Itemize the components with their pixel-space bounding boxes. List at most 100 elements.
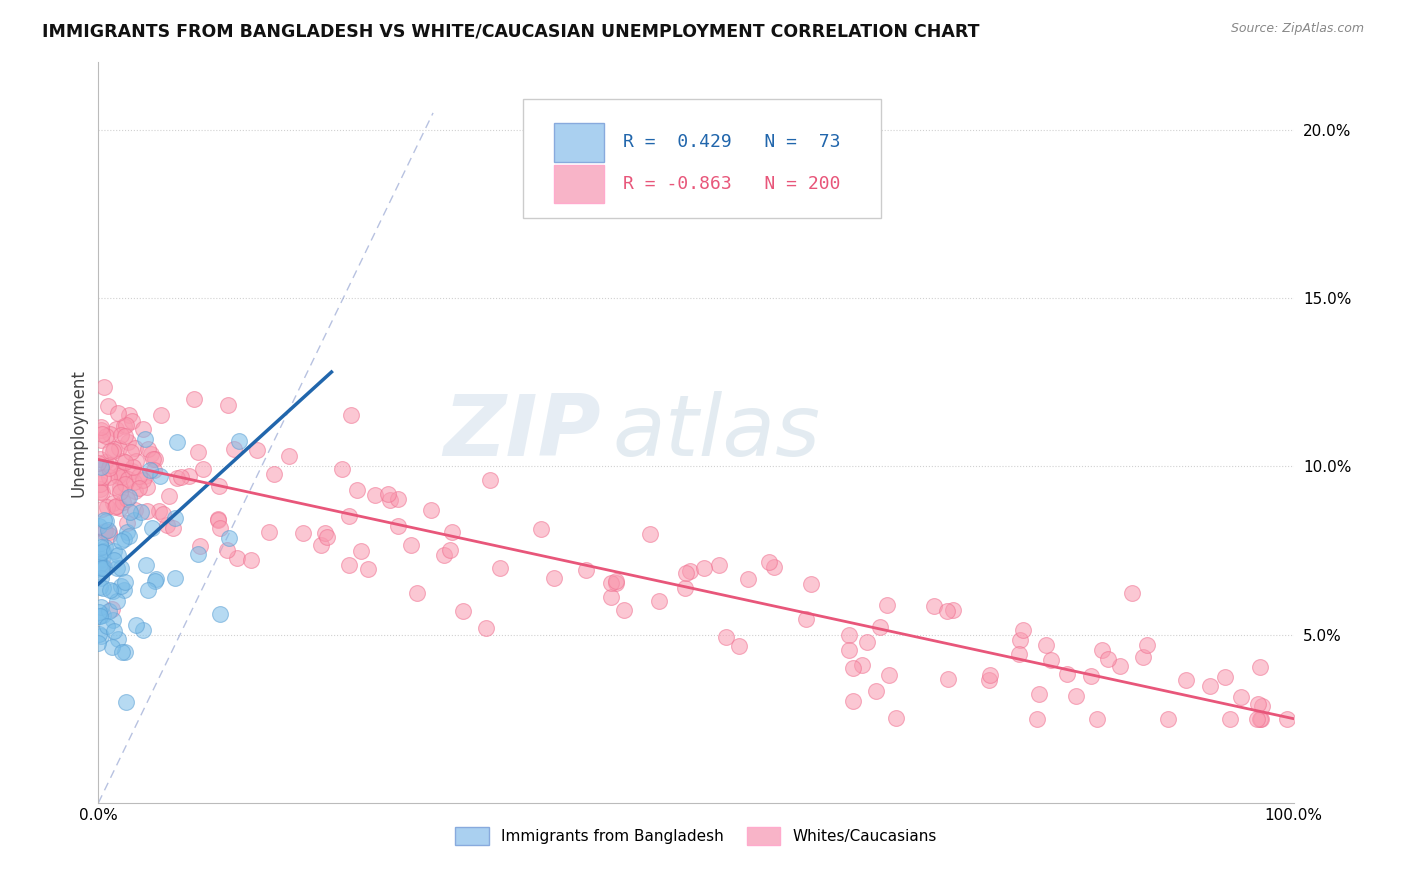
Point xyxy=(543,571,565,585)
Point xyxy=(112,582,135,597)
Point xyxy=(1025,712,1047,726)
Point xyxy=(1064,690,1087,704)
Point xyxy=(1213,670,1236,684)
Point xyxy=(87,519,110,533)
Point xyxy=(439,543,461,558)
Point xyxy=(104,499,127,513)
Point xyxy=(837,628,859,642)
Point xyxy=(170,469,193,483)
Point xyxy=(89,536,111,550)
Point xyxy=(440,525,463,540)
Point xyxy=(1251,698,1274,713)
Point xyxy=(112,495,135,509)
Point xyxy=(96,500,118,514)
Point xyxy=(1157,712,1180,726)
Point xyxy=(314,526,336,541)
Point xyxy=(149,469,172,483)
Point xyxy=(107,407,129,421)
Point xyxy=(207,513,229,527)
Point xyxy=(90,563,112,577)
Point xyxy=(97,604,120,618)
Point xyxy=(1136,638,1159,652)
Point xyxy=(94,541,117,555)
Point xyxy=(112,532,135,546)
FancyBboxPatch shape xyxy=(523,99,882,218)
Point xyxy=(1097,652,1119,666)
Point xyxy=(177,469,200,483)
Point xyxy=(91,545,114,559)
Point xyxy=(693,561,716,575)
Point xyxy=(103,442,125,457)
Point xyxy=(134,469,156,483)
Point xyxy=(136,480,159,494)
Point xyxy=(87,605,110,619)
Point xyxy=(87,636,110,650)
Point xyxy=(277,449,299,463)
Point xyxy=(129,505,152,519)
Point xyxy=(128,469,150,483)
Point xyxy=(148,504,170,518)
Point xyxy=(93,559,115,574)
Point xyxy=(240,553,263,567)
Point xyxy=(98,426,121,441)
Point xyxy=(91,582,114,596)
Text: ZIP: ZIP xyxy=(443,391,600,475)
Point xyxy=(89,482,111,496)
Point xyxy=(188,540,211,554)
Point xyxy=(125,618,148,632)
Point xyxy=(89,561,111,575)
Point xyxy=(91,544,114,558)
Point xyxy=(115,417,138,432)
Point xyxy=(135,504,157,518)
Point xyxy=(207,512,229,526)
Point xyxy=(124,484,146,499)
Point xyxy=(714,630,737,644)
Point xyxy=(89,608,111,623)
Point xyxy=(575,563,598,577)
Point xyxy=(98,528,121,542)
Point xyxy=(94,524,117,539)
Point xyxy=(112,453,135,467)
Point xyxy=(1249,659,1271,673)
Point xyxy=(98,443,121,458)
Point xyxy=(157,489,180,503)
Point xyxy=(222,442,245,456)
Point xyxy=(226,551,249,566)
Point xyxy=(132,422,155,436)
Point xyxy=(132,623,155,637)
Point xyxy=(110,428,132,442)
Text: IMMIGRANTS FROM BANGLADESH VS WHITE/CAUCASIAN UNEMPLOYMENT CORRELATION CHART: IMMIGRANTS FROM BANGLADESH VS WHITE/CAUC… xyxy=(42,22,980,40)
Point xyxy=(1035,638,1057,652)
Point xyxy=(1008,647,1031,661)
Point xyxy=(478,473,501,487)
Point xyxy=(936,673,959,687)
Point xyxy=(122,475,145,489)
Point xyxy=(208,478,231,492)
Point xyxy=(125,454,148,468)
Point xyxy=(217,398,239,412)
Point xyxy=(1080,669,1102,683)
Point xyxy=(162,521,184,535)
Point xyxy=(405,586,427,600)
Point xyxy=(114,455,136,469)
Point xyxy=(105,594,128,608)
Point xyxy=(707,558,730,572)
Point xyxy=(865,684,887,698)
Point xyxy=(186,547,208,561)
Point xyxy=(605,574,627,589)
Point xyxy=(136,583,159,598)
Point xyxy=(96,619,118,633)
Point xyxy=(337,558,360,573)
Point xyxy=(399,538,422,552)
Point xyxy=(1056,667,1078,681)
Point xyxy=(156,517,179,532)
Point xyxy=(104,464,127,478)
Point xyxy=(136,442,159,457)
Point xyxy=(1250,712,1272,726)
Point xyxy=(117,472,139,486)
Point xyxy=(121,414,143,428)
Point xyxy=(94,455,117,469)
Point xyxy=(208,521,231,535)
Point xyxy=(841,661,863,675)
Point xyxy=(675,566,697,581)
